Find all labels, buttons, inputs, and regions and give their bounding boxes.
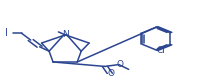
Text: Cl: Cl — [156, 46, 165, 55]
Text: I: I — [6, 28, 8, 38]
Text: O: O — [116, 60, 123, 69]
Text: N: N — [62, 30, 69, 39]
Text: O: O — [107, 69, 114, 78]
